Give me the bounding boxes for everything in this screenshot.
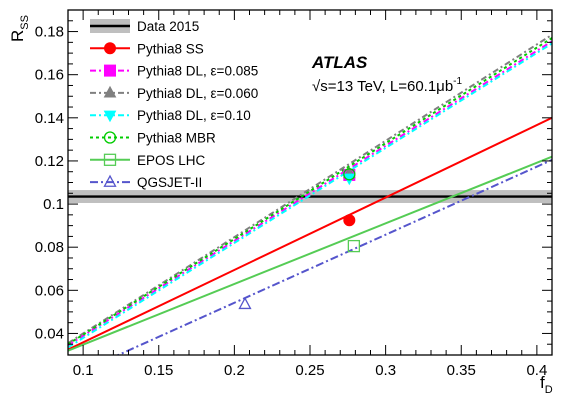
energy-luminosity-annotation: √s=13 TeV, L=60.1μb-1 xyxy=(312,76,463,95)
series-line-0 xyxy=(68,116,552,351)
legend-swatch-marker-5 xyxy=(103,153,117,166)
legend-label-data: Data 2015 xyxy=(137,19,199,34)
annotation-main: √s=13 TeV, L=60.1μb xyxy=(312,78,453,95)
x-axis-label: fD xyxy=(540,373,553,396)
y-tick-label: 0.08 xyxy=(35,239,64,256)
y-axis-label-main: R xyxy=(8,30,27,42)
series-point-6 xyxy=(238,296,252,310)
series-point-0 xyxy=(343,214,356,227)
axis-tick-labels-group: 0.1 0.15 0.2 0.25 0.3 0.35 0.4 0.04 0.06 0.08 0.1 0… xyxy=(35,24,548,379)
x-tick-label: 0.35 xyxy=(447,362,476,379)
series-line-2 xyxy=(68,33,552,344)
y-tick-label: 0.18 xyxy=(35,24,64,41)
legend-swatch-marker-6 xyxy=(103,174,117,187)
legend-swatch-marker-3 xyxy=(103,110,117,123)
series-line-5 xyxy=(68,155,552,352)
legend-label-3: Pythia8 DL, ε=0.10 xyxy=(137,108,251,123)
x-tick-label: 0.15 xyxy=(144,362,173,379)
series-lines-group xyxy=(68,33,552,355)
y-tick-label: 0.1 xyxy=(43,196,64,213)
y-tick-label: 0.12 xyxy=(35,153,64,170)
series-points-group xyxy=(238,166,361,310)
x-axis-label-main: f xyxy=(540,373,545,392)
x-tick-label: 0.2 xyxy=(224,362,245,379)
series-point-4 xyxy=(343,168,356,181)
legend-label-4: Pythia8 MBR xyxy=(137,131,216,146)
legend-swatch-marker-2 xyxy=(103,85,117,98)
x-tick-label: 0.1 xyxy=(73,362,94,379)
legend-label-2: Pythia8 DL, ε=0.060 xyxy=(137,86,258,101)
legend: Data 2015 Pythia8 SS Pythia8 DL, ε=0.085 Py… xyxy=(90,19,258,190)
axis-ticks-group xyxy=(67,10,553,355)
series-point-5 xyxy=(347,239,361,253)
chart-title: ATLAS xyxy=(311,53,368,72)
legend-label-6: QGSJET-II xyxy=(137,175,202,190)
x-tick-label: 0.3 xyxy=(375,362,396,379)
y-tick-label: 0.16 xyxy=(35,67,64,84)
y-axis-label-sub: SS xyxy=(19,15,31,30)
legend-swatch-marker-1 xyxy=(104,64,116,77)
y-axis-label: RSS xyxy=(8,15,31,42)
y-tick-label: 0.06 xyxy=(35,282,64,299)
x-axis-label-sub: D xyxy=(545,384,553,396)
y-tick-label: 0.14 xyxy=(35,110,64,127)
x-tick-label: 0.25 xyxy=(295,362,324,379)
y-tick-label: 0.04 xyxy=(35,325,64,342)
legend-label-0: Pythia8 SS xyxy=(137,41,204,56)
series-line-3 xyxy=(68,42,552,349)
x-tick-label: 0.4 xyxy=(526,362,547,379)
legend-label-1: Pythia8 DL, ε=0.085 xyxy=(137,64,258,79)
legend-label-5: EPOS LHC xyxy=(137,153,206,168)
legend-swatch-marker-4 xyxy=(103,131,117,144)
series-line-1 xyxy=(68,40,552,347)
legend-swatch-marker-0 xyxy=(104,42,116,55)
annotation-superscript: -1 xyxy=(453,76,462,87)
